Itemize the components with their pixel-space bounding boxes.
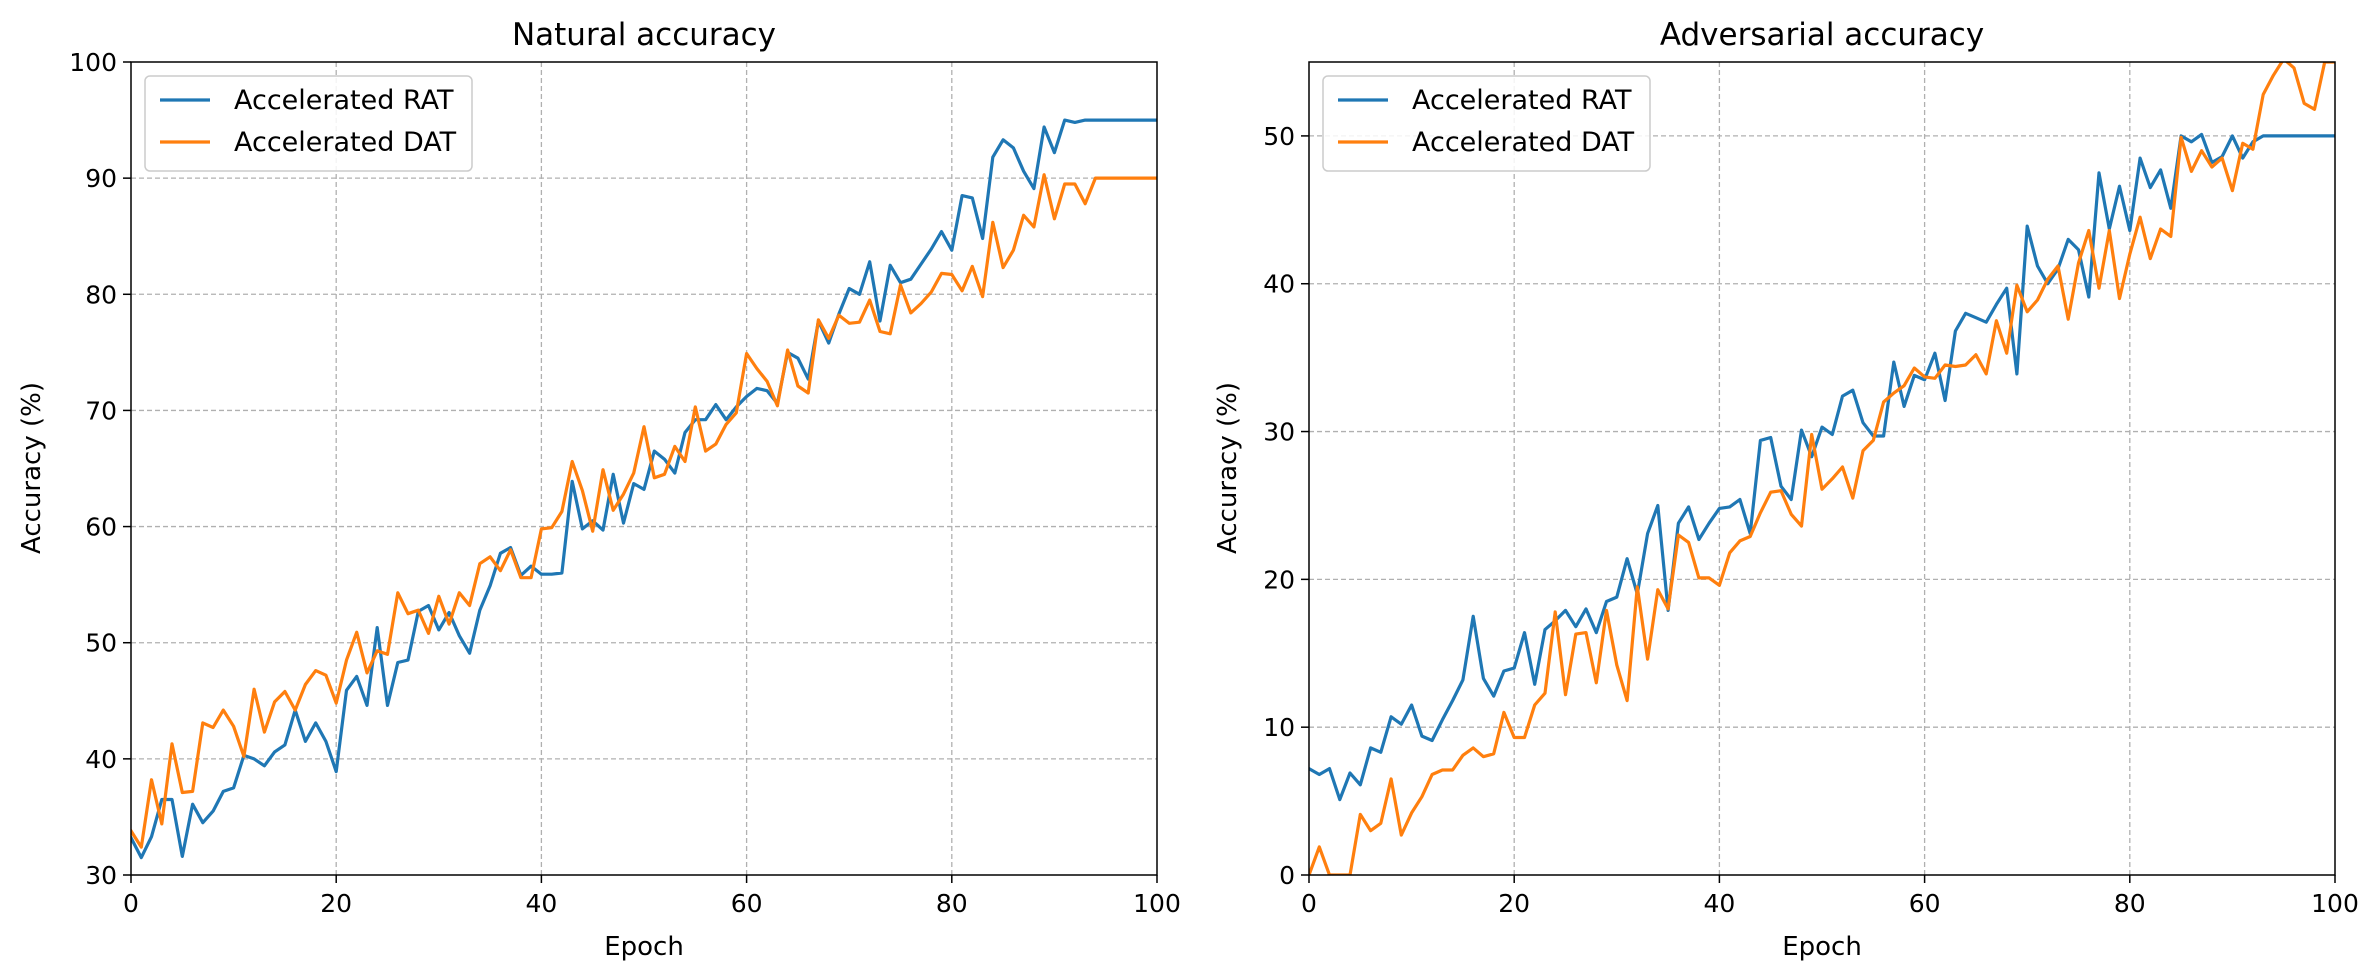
- legend: Accelerated RAT Accelerated DAT: [145, 76, 472, 171]
- x-tick-label: 60: [731, 889, 763, 918]
- legend-label-rat: Accelerated RAT: [234, 85, 454, 116]
- x-tick-label: 60: [1909, 889, 1941, 918]
- x-tick-label: 0: [123, 889, 139, 918]
- x-tick-label: 80: [936, 889, 968, 918]
- y-tick-label: 60: [85, 513, 117, 542]
- x-axis-label: Epoch: [1782, 932, 1862, 962]
- y-tick-label: 90: [85, 164, 117, 193]
- y-tick-label: 80: [85, 280, 117, 309]
- legend-label-rat: Accelerated RAT: [1412, 85, 1632, 116]
- y-axis-label: Accuracy (%): [1213, 382, 1243, 554]
- x-tick-label: 40: [525, 889, 557, 918]
- x-tick-label: 100: [2311, 889, 2359, 918]
- y-tick-label: 50: [85, 629, 117, 658]
- x-tick-label: 100: [1133, 889, 1181, 918]
- legend-label-dat: Accelerated DAT: [234, 127, 457, 158]
- x-tick-label: 40: [1703, 889, 1735, 918]
- x-tick-label: 20: [1498, 889, 1530, 918]
- y-tick-label: 70: [85, 396, 117, 425]
- y-tick-label: 10: [1263, 713, 1295, 742]
- y-tick-label: 30: [85, 861, 117, 890]
- chart-title: Adversarial accuracy: [1660, 17, 1984, 53]
- y-axis-label: Accuracy (%): [17, 382, 47, 554]
- chart-title: Natural accuracy: [512, 17, 776, 53]
- y-tick-label: 50: [1263, 122, 1295, 151]
- y-tick-label: 40: [85, 745, 117, 774]
- legend-label-dat: Accelerated DAT: [1412, 127, 1635, 158]
- y-tick-label: 100: [69, 48, 117, 77]
- y-tick-label: 0: [1279, 861, 1295, 890]
- y-tick-label: 40: [1263, 270, 1295, 299]
- x-tick-label: 0: [1301, 889, 1317, 918]
- x-tick-label: 80: [2114, 889, 2146, 918]
- y-tick-label: 30: [1263, 418, 1295, 447]
- x-axis-label: Epoch: [604, 932, 684, 962]
- y-tick-label: 20: [1263, 565, 1295, 594]
- x-tick-label: 20: [320, 889, 352, 918]
- legend: Accelerated RAT Accelerated DAT: [1323, 76, 1650, 171]
